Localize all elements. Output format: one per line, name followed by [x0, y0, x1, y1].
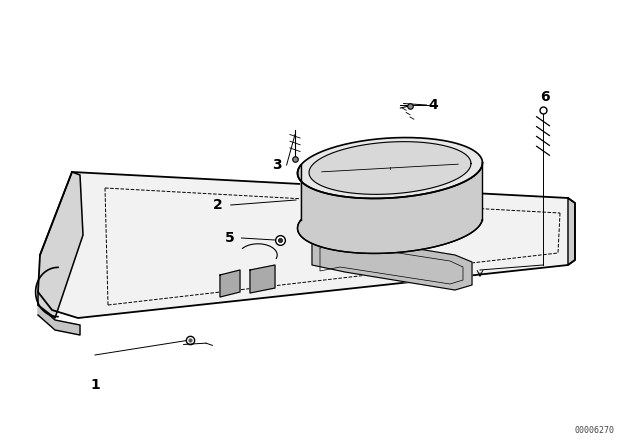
Text: 4: 4: [428, 98, 438, 112]
Text: 6: 6: [540, 90, 550, 104]
Polygon shape: [38, 172, 83, 318]
Polygon shape: [568, 198, 575, 265]
Text: 1: 1: [90, 378, 100, 392]
Text: 3: 3: [272, 158, 282, 172]
Polygon shape: [250, 265, 275, 293]
Polygon shape: [38, 305, 80, 335]
Text: 2: 2: [213, 198, 223, 212]
Polygon shape: [38, 172, 575, 318]
Polygon shape: [220, 270, 240, 297]
Polygon shape: [298, 165, 483, 254]
Polygon shape: [309, 142, 471, 194]
Text: 5: 5: [225, 231, 235, 245]
Text: 00006270: 00006270: [575, 426, 614, 435]
Polygon shape: [312, 237, 472, 290]
Polygon shape: [298, 138, 483, 198]
